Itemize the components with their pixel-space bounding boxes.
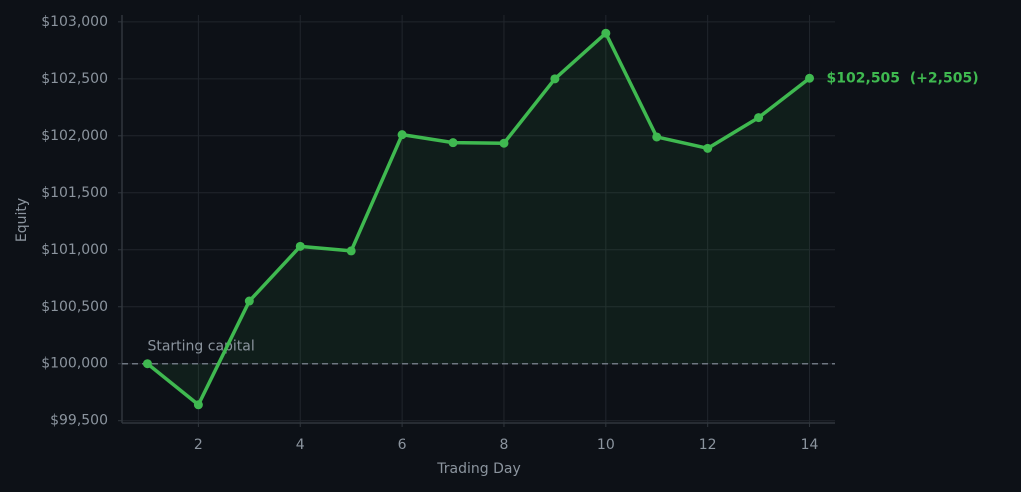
area-fill <box>147 33 810 405</box>
y-tick-label: $99,500 <box>50 413 108 429</box>
x-tick-label: 6 <box>398 437 407 453</box>
y-tick-label: $101,000 <box>41 242 108 258</box>
y-tick-label: $100,000 <box>41 356 108 372</box>
point <box>805 73 815 83</box>
y-tick-label: $103,000 <box>41 14 108 30</box>
line <box>146 31 811 407</box>
x-tick-label: 14 <box>801 437 819 453</box>
y-tick-label: $102,500 <box>41 71 108 87</box>
point <box>142 359 152 369</box>
point <box>448 138 458 148</box>
point <box>550 74 560 84</box>
point <box>652 132 662 142</box>
x-tick-label: 2 <box>194 437 203 453</box>
y-tick-label: $100,500 <box>41 299 108 315</box>
point <box>244 296 254 306</box>
end-label: $102,505 (+2,505) <box>827 70 979 86</box>
point <box>397 130 407 140</box>
point <box>499 138 509 148</box>
x-axis-label: Trading Day <box>436 461 520 477</box>
point <box>754 113 764 123</box>
point <box>703 143 713 153</box>
x-tick-label: 4 <box>296 437 305 453</box>
x-tick-label: 8 <box>500 437 509 453</box>
baseline-label: Starting capital <box>147 339 254 355</box>
x-tick-label: 12 <box>699 437 717 453</box>
y-axis-label: Equity <box>14 198 30 242</box>
y-tick-label: $101,500 <box>41 185 108 201</box>
y-tick-label: $102,000 <box>41 128 108 144</box>
point <box>295 241 305 251</box>
point <box>346 246 356 256</box>
point <box>193 400 203 410</box>
point <box>601 28 611 38</box>
x-tick-label: 10 <box>597 437 615 453</box>
